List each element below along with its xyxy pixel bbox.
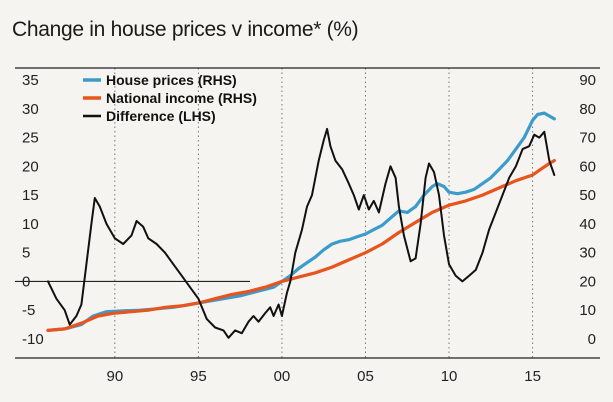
right-tick-label: 80 bbox=[579, 101, 596, 118]
left-tick-label: 5 bbox=[22, 245, 30, 262]
left-tick-label: 10 bbox=[22, 216, 39, 233]
chart-title: Change in house prices v income* (%) bbox=[12, 18, 359, 41]
right-tick-label: 90 bbox=[579, 72, 596, 89]
chart-grid bbox=[114, 68, 534, 358]
series-line-3 bbox=[47, 127, 556, 339]
legend-label: Difference (LHS) bbox=[106, 108, 216, 124]
left-tick-label: -5 bbox=[22, 302, 35, 319]
right-tick-label: 60 bbox=[579, 158, 596, 175]
right-tick-label: 0 bbox=[588, 331, 596, 348]
left-tick-label: 25 bbox=[22, 130, 39, 147]
right-tick-label: 10 bbox=[579, 302, 596, 319]
left-tick-label: -10 bbox=[22, 331, 44, 348]
series-line-2 bbox=[46, 159, 556, 332]
x-tick-label: 00 bbox=[274, 368, 291, 385]
legend-label: House prices (RHS) bbox=[106, 72, 237, 88]
left-tick-label: 30 bbox=[22, 101, 39, 118]
right-tick-label: 50 bbox=[579, 187, 596, 204]
left-tick-label: 20 bbox=[22, 158, 39, 175]
right-tick-label: 20 bbox=[579, 273, 596, 290]
x-tick-label: 90 bbox=[106, 368, 123, 385]
right-tick-label: 30 bbox=[579, 245, 596, 262]
x-tick-label: 10 bbox=[441, 368, 458, 385]
x-tick-label: 95 bbox=[190, 368, 207, 385]
right-tick-label: 70 bbox=[579, 130, 596, 147]
legend-label: National income (RHS) bbox=[106, 90, 257, 106]
legend: House prices (RHS) National income (RHS) D… bbox=[83, 72, 257, 124]
x-axis-ticks: 90 95 00 05 10 15 bbox=[106, 368, 540, 385]
left-tick-label: 0 bbox=[22, 273, 30, 290]
left-axis-ticks: 35 30 25 20 15 10 5 0 -5 -10 bbox=[22, 72, 44, 348]
right-axis-ticks: 90 80 70 60 50 40 30 20 10 0 bbox=[579, 72, 596, 348]
left-tick-label: 35 bbox=[22, 72, 39, 89]
right-tick-label: 40 bbox=[579, 216, 596, 233]
left-tick-label: 15 bbox=[22, 187, 39, 204]
series-line-1 bbox=[46, 111, 556, 332]
x-tick-label: 05 bbox=[357, 368, 374, 385]
x-tick-label: 15 bbox=[524, 368, 541, 385]
series-lines bbox=[46, 111, 556, 339]
